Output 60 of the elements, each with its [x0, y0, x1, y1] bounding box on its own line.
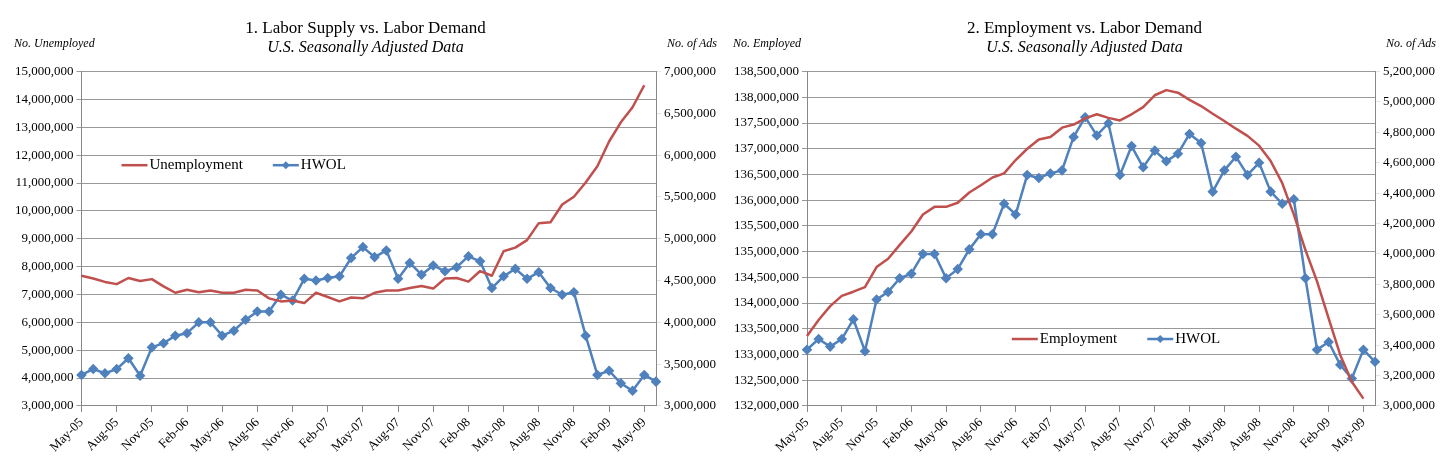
legend-label: Unemployment: [149, 156, 244, 173]
y-tick-label: 132,500,000: [734, 371, 799, 387]
y-tick-label: 9,000,000: [21, 230, 74, 246]
y-tick-label: 136,500,000: [734, 165, 799, 181]
chart-subtitle: U.S. Seasonally Adjusted Data: [267, 38, 464, 57]
chart-title: 1. Labor Supply vs. Labor Demand: [245, 17, 487, 37]
y-tick-label: 133,000,000: [734, 345, 799, 361]
y2-tick-label: 3,600,000: [1383, 306, 1435, 322]
y-tick-label: 137,000,000: [734, 140, 799, 156]
y2-tick-label: 3,000,000: [1383, 397, 1435, 413]
y-tick-label: 7,000,000: [21, 285, 74, 301]
y2-tick-label: 3,000,000: [664, 397, 716, 413]
y-tick-label: 132,000,000: [734, 397, 799, 413]
chart-title: 2. Employment vs. Labor Demand: [966, 17, 1203, 37]
legend-label: HWOL: [1175, 329, 1221, 346]
y-axis-title: No. Employed: [732, 35, 802, 50]
y-axis-title: No. Unemployed: [13, 35, 96, 50]
y2-tick-label: 3,200,000: [1383, 366, 1435, 382]
y-tick-label: 12,000,000: [15, 146, 74, 162]
y2-tick-label: 3,800,000: [1383, 275, 1435, 291]
y2-tick-label: 4,400,000: [1383, 184, 1435, 200]
y-tick-label: 135,000,000: [734, 243, 799, 259]
y2-tick-label: 4,200,000: [1383, 214, 1435, 230]
y2-tick-label: 6,000,000: [664, 146, 716, 162]
y2-tick-label: 4,800,000: [1383, 123, 1435, 139]
y-tick-label: 14,000,000: [15, 90, 74, 106]
y-tick-label: 13,000,000: [15, 118, 74, 134]
y-tick-label: 10,000,000: [15, 202, 74, 218]
y2-axis-title: No. of Ads: [1384, 35, 1437, 50]
y2-tick-label: 4,600,000: [1383, 154, 1435, 170]
y-tick-label: 133,500,000: [734, 320, 799, 336]
y2-tick-label: 5,200,000: [1383, 63, 1435, 79]
y-tick-label: 11,000,000: [15, 174, 74, 190]
y2-tick-label: 3,400,000: [1383, 336, 1435, 352]
y-tick-label: 138,500,000: [734, 63, 799, 79]
y-tick-label: 135,500,000: [734, 217, 799, 233]
y-tick-label: 6,000,000: [21, 313, 74, 329]
chart-subtitle: U.S. Seasonally Adjusted Data: [986, 38, 1183, 57]
y-tick-label: 5,000,000: [21, 341, 74, 357]
y2-tick-label: 3,500,000: [664, 355, 716, 371]
y-tick-label: 134,500,000: [734, 268, 799, 284]
y2-tick-label: 5,000,000: [1383, 93, 1435, 109]
y2-tick-label: 5,000,000: [664, 230, 716, 246]
y2-tick-label: 6,500,000: [664, 104, 716, 120]
legend-label: HWOL: [300, 156, 346, 173]
y-tick-label: 137,500,000: [734, 114, 799, 130]
y2-tick-label: 4,000,000: [1383, 245, 1435, 261]
y2-tick-label: 7,000,000: [664, 63, 716, 79]
y-tick-label: 3,000,000: [21, 397, 74, 413]
y2-axis-title: No. of Ads: [665, 35, 718, 50]
y-tick-label: 136,000,000: [734, 191, 799, 207]
y2-tick-label: 5,500,000: [664, 188, 716, 204]
y2-tick-label: 4,500,000: [664, 271, 716, 287]
y-tick-label: 4,000,000: [21, 369, 74, 385]
y-tick-label: 15,000,000: [15, 63, 74, 79]
y-tick-label: 8,000,000: [21, 258, 74, 274]
y-tick-label: 134,000,000: [734, 294, 799, 310]
y-tick-label: 138,000,000: [734, 88, 799, 104]
y2-tick-label: 4,000,000: [664, 313, 716, 329]
legend-label: Employment: [1039, 329, 1119, 346]
